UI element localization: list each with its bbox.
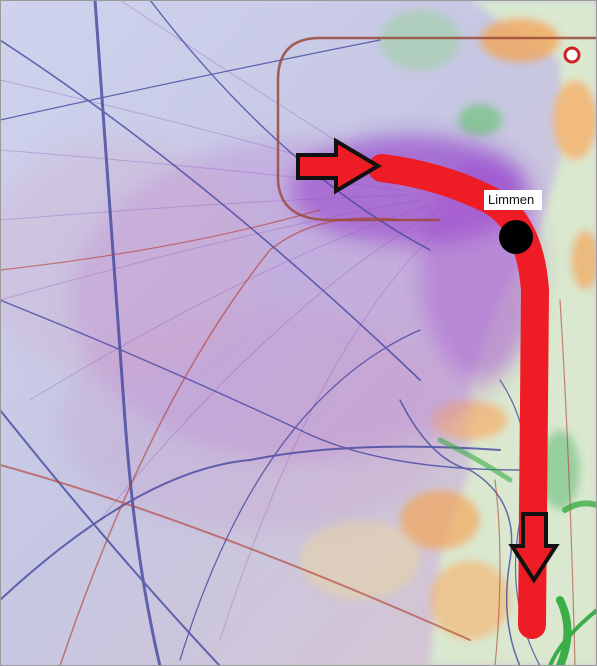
ring-marker-icon xyxy=(563,46,581,64)
green-tracks xyxy=(437,437,597,666)
arrow-right-icon xyxy=(296,137,382,195)
flight-track-lines xyxy=(0,0,451,641)
arrow-down-icon xyxy=(508,512,560,584)
terminal-area-outline xyxy=(276,36,597,222)
place-label: Limmen xyxy=(484,190,543,210)
station-marker[interactable] xyxy=(499,220,533,254)
